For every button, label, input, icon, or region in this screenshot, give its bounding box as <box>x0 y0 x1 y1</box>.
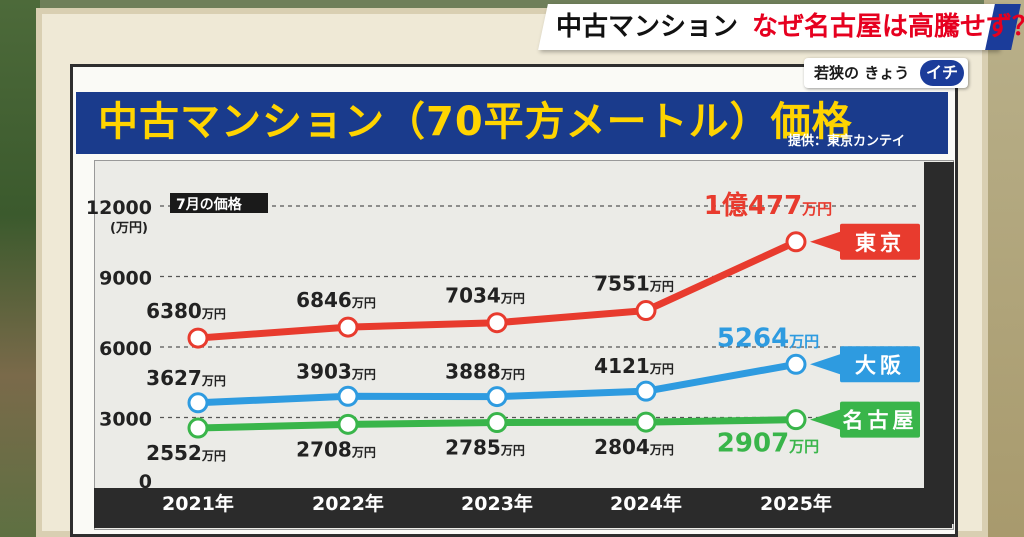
y-tick-label: 6000 <box>99 338 152 360</box>
data-label-nagoya: 2552万円 <box>146 441 226 465</box>
y-tick-label: 9000 <box>99 268 152 290</box>
data-point-osaka <box>337 385 359 407</box>
data-point-nagoya <box>635 411 657 433</box>
data-label-tokyo: 7034万円 <box>445 284 525 308</box>
x-tick-label: 2023年 <box>461 492 533 515</box>
y-tick-label: 12000 <box>86 197 152 219</box>
program-logo-text: 若狭の きょう <box>814 64 910 82</box>
plot-area <box>94 160 954 530</box>
data-label-nagoya: 2785万円 <box>445 436 525 460</box>
data-point-tokyo <box>337 316 359 338</box>
data-point-nagoya <box>486 412 508 434</box>
data-point-osaka <box>187 392 209 414</box>
y-axis-unit: (万円) <box>110 221 148 236</box>
chart-source: 提供：東京カンテイ <box>788 134 906 149</box>
series-tag-nagoya <box>840 401 920 438</box>
data-point-osaka <box>785 353 807 375</box>
data-label-osaka: 3627万円 <box>146 366 226 390</box>
y-tick-label: 3000 <box>99 409 152 431</box>
x-tick-label: 2022年 <box>312 492 384 515</box>
data-point-tokyo <box>635 300 657 322</box>
data-label-tokyo: 6846万円 <box>296 288 376 312</box>
data-point-tokyo <box>785 231 807 253</box>
data-label-nagoya: 2907万円 <box>717 429 819 459</box>
data-point-osaka <box>486 386 508 408</box>
series-name-tokyo: 東京 <box>855 231 905 255</box>
studio-background-right <box>984 0 1024 537</box>
series-tag-pointer-nagoya <box>810 409 840 430</box>
data-label-tokyo: 1億477万円 <box>704 191 832 221</box>
series-name-osaka: 大阪 <box>855 353 905 377</box>
series-tag-osaka <box>840 346 920 383</box>
plot-bottom-edge <box>94 488 952 528</box>
headline-topic: 中古マンション <box>556 12 739 42</box>
data-point-nagoya <box>187 417 209 439</box>
data-label-osaka: 4121万円 <box>594 354 674 378</box>
data-point-nagoya <box>337 413 359 435</box>
data-point-tokyo <box>187 327 209 349</box>
data-label-nagoya: 2708万円 <box>296 437 376 461</box>
note-label: 7月の価格 <box>176 196 243 213</box>
chart-title: 中古マンション（70平方メートル）価格 <box>98 99 853 145</box>
headline-question: なぜ名古屋は高騰せず？ <box>752 12 1024 42</box>
note-box <box>170 193 268 213</box>
x-tick-label: 2025年 <box>760 492 832 515</box>
series-tag-pointer-tokyo <box>810 231 840 252</box>
data-label-nagoya: 2804万円 <box>594 435 674 459</box>
data-point-nagoya <box>785 409 807 431</box>
data-label-osaka: 5264万円 <box>717 323 819 353</box>
data-label-tokyo: 7551万円 <box>594 272 674 296</box>
plot-right-edge <box>924 162 954 524</box>
data-point-tokyo <box>486 312 508 334</box>
y-tick-label: 0 <box>139 471 152 493</box>
data-label-osaka: 3888万円 <box>445 360 525 384</box>
series-tag-tokyo <box>840 223 920 260</box>
studio-background-left <box>0 0 40 537</box>
series-tag-pointer-osaka <box>810 354 840 375</box>
data-label-tokyo: 6380万円 <box>146 299 226 323</box>
x-tick-label: 2024年 <box>610 492 682 515</box>
program-logo-badge: イチ <box>920 60 964 86</box>
data-label-osaka: 3903万円 <box>296 359 376 383</box>
data-point-osaka <box>635 380 657 402</box>
x-tick-label: 2021年 <box>162 492 234 515</box>
series-name-nagoya: 名古屋 <box>843 409 918 433</box>
headline: 中古マンション なぜ名古屋は高騰せず？ <box>556 9 1024 45</box>
chart-title-bar <box>76 92 948 154</box>
